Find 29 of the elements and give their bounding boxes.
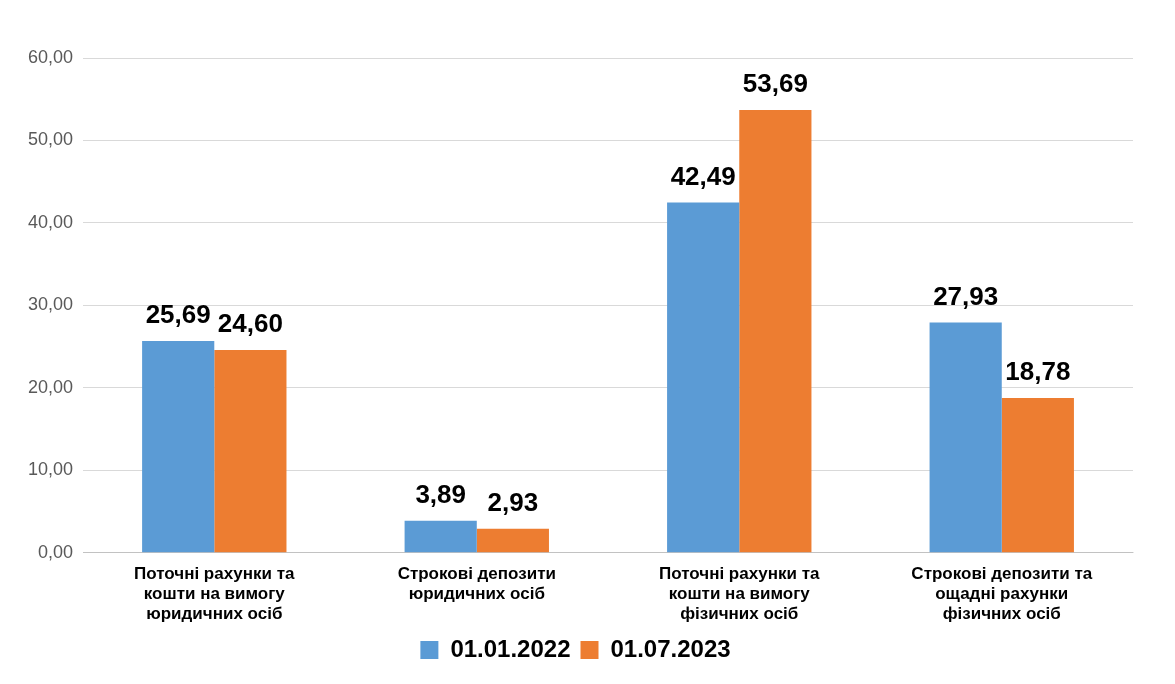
y-tick-label: 0,00 [38,541,74,562]
data-label: 2,93 [487,486,539,517]
x-tick-label: Поточні рахунки та кошти на вимогу юридичних осіб [134,563,296,624]
y-tick-label: 40,00 [28,211,74,232]
data-label: 24,60 [217,308,283,339]
data-label: 53,69 [742,68,808,99]
y-tick-label: 20,00 [28,376,74,397]
bar [739,110,812,553]
data-label: 18,78 [1005,356,1071,387]
x-tick-label: Строкові депозити та ощадні рахунки фізичних осіб [911,563,1093,624]
y-tick-label: 30,00 [28,294,74,315]
x-tick-label: Поточні рахунки та кошти на вимогу фізичних осіб [659,563,821,624]
bar [404,520,477,553]
x-tick-label: Строкові депозити юридичних осіб [397,563,556,604]
y-tick-label: 10,00 [28,459,74,480]
bar [476,528,549,553]
data-label: 42,49 [670,160,736,191]
bar [142,340,215,553]
data-label: 25,69 [145,299,211,330]
y-tick-label: 50,00 [28,129,74,150]
bar [214,349,287,553]
bar [929,322,1002,553]
data-label: 27,93 [933,280,999,311]
data-label: 3,89 [415,478,466,509]
legend-label: 01.07.2023 [610,634,731,662]
bar [1001,397,1074,553]
legend-label: 01.01.2022 [450,634,571,662]
bar [667,202,740,553]
y-tick-label: 60,00 [28,46,74,67]
